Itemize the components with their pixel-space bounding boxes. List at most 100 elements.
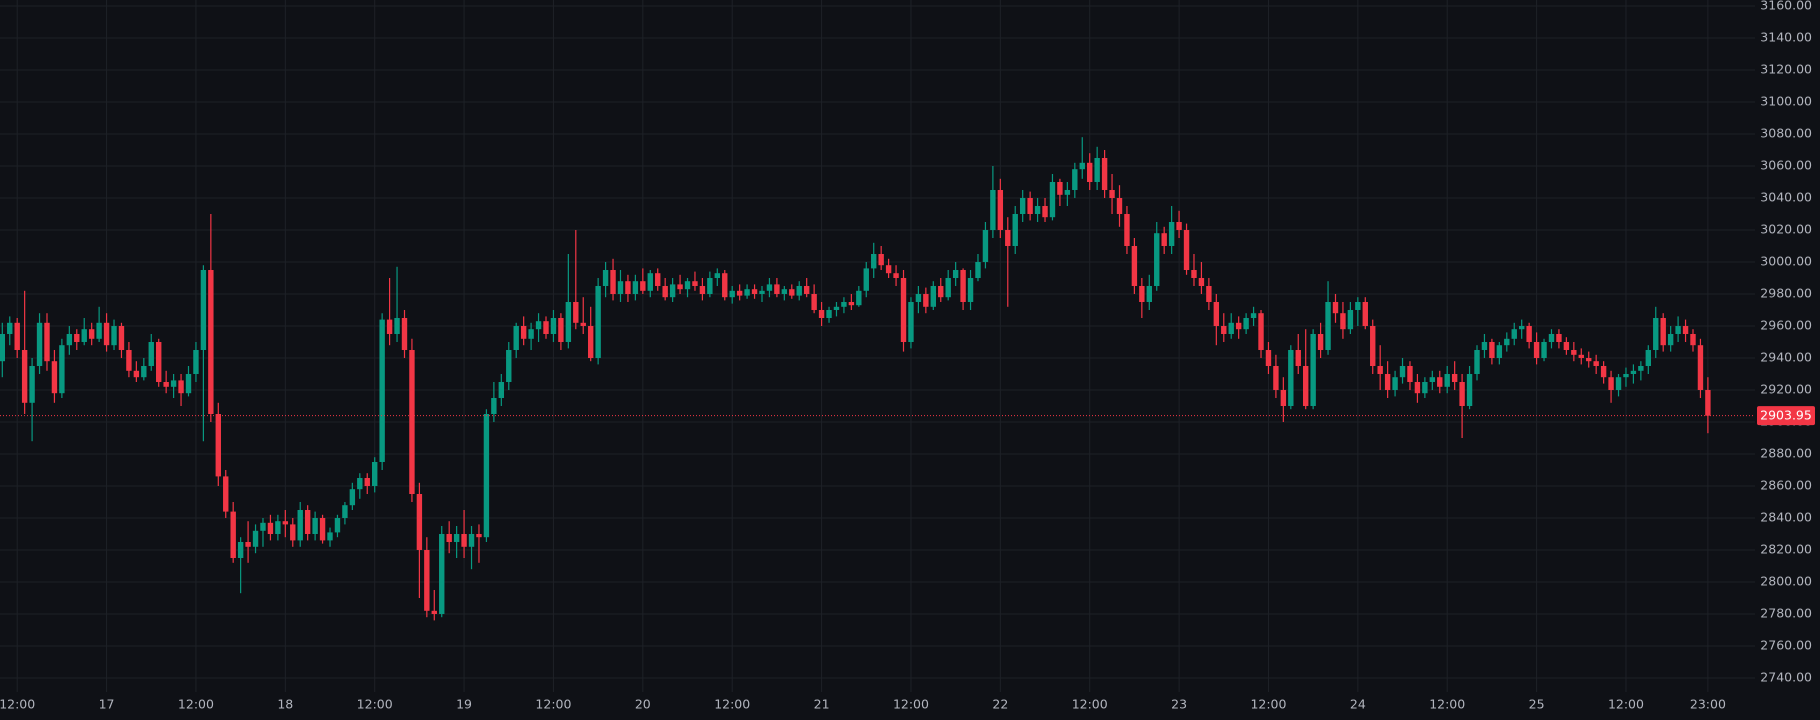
candle-body <box>528 329 534 339</box>
candle-body <box>1005 230 1011 246</box>
candle-body <box>156 342 162 382</box>
candle-body <box>602 270 609 286</box>
candle-body <box>252 530 259 547</box>
candle-body <box>1466 374 1473 406</box>
candle-body <box>1317 334 1324 350</box>
candle-body <box>36 322 43 366</box>
x-tick-label: 19 <box>456 697 472 712</box>
candle-body <box>677 284 683 290</box>
x-tick-label: 12:00 <box>357 697 393 712</box>
candle-body <box>1094 158 1100 182</box>
candle-body <box>736 290 743 296</box>
candle-body <box>386 319 393 334</box>
x-tick-label: 23:00 <box>1690 697 1726 712</box>
candle-body <box>565 302 572 342</box>
candle-body <box>1533 342 1540 358</box>
candle-body <box>938 286 944 298</box>
candle-body <box>1489 342 1495 358</box>
candle-body <box>520 326 527 339</box>
candle-body <box>1563 342 1570 350</box>
candle-body <box>1288 350 1294 406</box>
candle-body <box>1303 366 1309 406</box>
candle-body <box>893 273 899 278</box>
candle-body <box>394 318 400 334</box>
candle-body <box>729 290 735 298</box>
candle-body <box>558 318 564 342</box>
candle-body <box>1079 162 1085 170</box>
candle-body <box>1295 350 1301 366</box>
candle-body <box>133 370 140 378</box>
candle-body <box>550 318 557 334</box>
candle-body <box>669 284 676 298</box>
candle-body <box>632 281 639 294</box>
candle-body <box>930 286 936 307</box>
candle-body <box>1667 334 1674 346</box>
candle-body <box>379 319 385 462</box>
candle-body <box>349 489 356 506</box>
candle-body <box>1034 206 1041 214</box>
candle-body <box>1414 382 1421 394</box>
candle-body <box>1496 345 1503 358</box>
candle-body <box>1206 286 1212 302</box>
candle-body <box>759 290 765 294</box>
candle-body <box>96 322 102 339</box>
candle-body <box>1556 334 1562 342</box>
last-price-label: 2903.95 <box>1760 408 1812 423</box>
candle-body <box>498 382 505 398</box>
candle-body <box>744 289 750 296</box>
candle-body <box>88 329 95 339</box>
last-price-box <box>1757 406 1815 426</box>
candle-body <box>1161 233 1167 246</box>
candle-body <box>29 366 35 403</box>
candle-body <box>610 270 616 294</box>
candle-body <box>506 350 512 382</box>
candle-body <box>923 294 929 307</box>
candle-body <box>1273 366 1279 390</box>
candle-body <box>684 281 691 290</box>
candle-body <box>1027 198 1033 214</box>
candle-body <box>282 521 289 525</box>
candle-body <box>200 270 207 350</box>
candle-body <box>1087 162 1093 182</box>
candle-body <box>1660 318 1666 346</box>
candle-body <box>617 281 624 294</box>
candle-body <box>863 268 869 291</box>
candle-body <box>1474 350 1480 374</box>
candle-body <box>1235 322 1242 330</box>
candle-body <box>655 273 661 286</box>
y-tick-label: 3060.00 <box>1760 158 1812 173</box>
candle-body <box>580 322 586 326</box>
x-tick-label: 17 <box>99 697 115 712</box>
y-tick-label: 3160.00 <box>1760 0 1812 13</box>
candle-body <box>543 321 549 334</box>
candle-body <box>1608 377 1614 390</box>
candle-body <box>1437 377 1443 387</box>
candle-body <box>59 345 65 394</box>
candle-body <box>237 542 244 558</box>
candle-body <box>1600 366 1607 378</box>
candle-body <box>766 284 773 291</box>
candle-body <box>304 510 311 534</box>
candle-body <box>44 322 50 362</box>
x-tick-label: 12:00 <box>1429 697 1465 712</box>
candle-body <box>111 326 117 346</box>
x-tick-label: 12:00 <box>0 697 35 712</box>
candle-body <box>1101 158 1108 190</box>
candle-body <box>1630 370 1637 374</box>
y-tick-label: 2880.00 <box>1760 446 1812 461</box>
candle-body <box>424 550 430 611</box>
candle-body <box>967 278 974 302</box>
candle-body <box>535 321 542 330</box>
candle-body <box>900 278 907 342</box>
candle-body <box>416 494 423 550</box>
candle-body <box>453 534 460 542</box>
candle-body <box>1384 374 1391 390</box>
candle-body <box>476 534 482 538</box>
y-tick-label: 3140.00 <box>1760 30 1812 45</box>
candle-body <box>692 281 698 286</box>
y-tick-label: 2820.00 <box>1760 542 1812 557</box>
candle-body <box>1332 302 1339 314</box>
candle-body <box>431 610 437 614</box>
candle-body <box>245 542 251 547</box>
candle-body <box>1504 338 1510 346</box>
